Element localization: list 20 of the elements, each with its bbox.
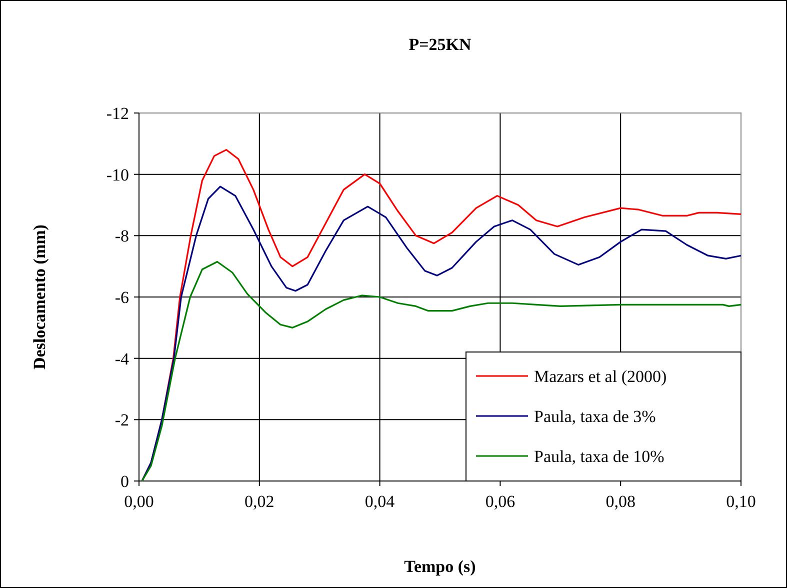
x-tick-label: 0,00 [124,492,154,511]
x-tick-label: 0,06 [485,492,516,511]
x-tick-label: 0,08 [606,492,636,511]
y-tick-label: -2 [114,410,129,430]
y-axis-title: Deslocamento (mm) [30,224,49,370]
y-tick-label: 0 [120,472,129,491]
chart-title: P=25KN [408,35,472,54]
legend-label: Mazars et al (2000) [534,367,667,386]
line-series [141,260,742,482]
legend-label: Paula, taxa de 10% [534,447,664,466]
x-tick-label: 0,10 [726,492,756,511]
x-tick-label: 0,04 [364,492,396,511]
x-tick-label: 0,02 [244,492,274,511]
y-tick-label: -12 [106,104,129,123]
y-tick-label: -10 [106,165,129,184]
x-axis-title: Tempo (s) [404,557,476,576]
legend-label: Paula, taxa de 3% [534,407,656,426]
y-tick-label: -8 [114,226,129,246]
y-tick-label: -4 [114,349,130,368]
y-tick-label: -6 [114,288,129,307]
